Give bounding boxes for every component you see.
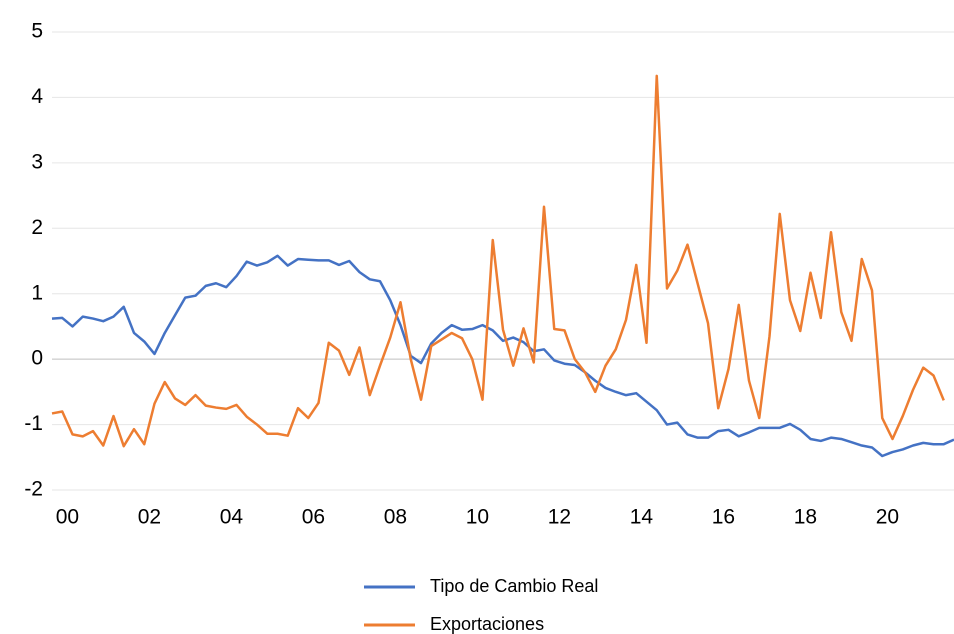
y-tick-label: 5 (31, 20, 43, 43)
x-tick-label: 12 (548, 506, 571, 529)
y-tick-label: 4 (31, 85, 43, 108)
legend-label: Exportaciones (430, 614, 544, 634)
y-tick-label: 0 (31, 347, 43, 370)
x-tick-label: 02 (138, 506, 161, 529)
series-line (51, 74, 945, 448)
x-tick-label: 10 (466, 506, 489, 529)
x-tick-label: 14 (630, 506, 654, 529)
y-tick-label: 1 (31, 281, 43, 304)
legend-label: Tipo de Cambio Real (430, 576, 598, 596)
y-tick-label: 3 (31, 150, 43, 173)
x-tick-label: 04 (220, 506, 244, 529)
x-tick-label: 06 (302, 506, 325, 529)
series-line (51, 254, 954, 458)
x-tick-label: 18 (794, 506, 817, 529)
x-tick-label: 20 (876, 506, 899, 529)
x-tick-label: 16 (712, 506, 735, 529)
x-tick-label: 00 (56, 506, 79, 529)
y-tick-label: 2 (31, 216, 43, 239)
x-tick-label: 08 (384, 506, 407, 529)
y-tick-label: -1 (24, 412, 43, 435)
y-tick-label: -2 (24, 478, 43, 501)
